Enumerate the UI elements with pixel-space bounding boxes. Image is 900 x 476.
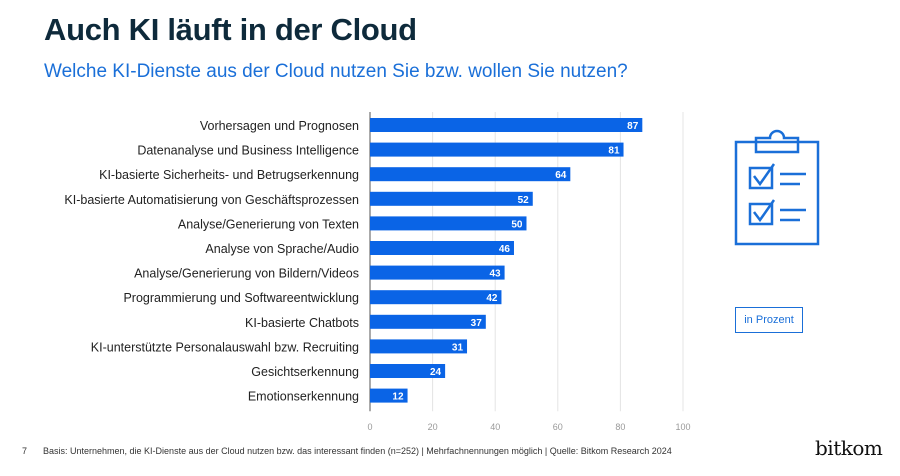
x-tick-label: 40 xyxy=(490,422,500,432)
data-label: 52 xyxy=(518,195,530,206)
data-label: 50 xyxy=(511,219,523,230)
x-tick-label: 0 xyxy=(367,422,372,432)
data-label: 24 xyxy=(430,367,442,378)
category-label: KI-basierte Automatisierung von Geschäft… xyxy=(64,193,359,207)
data-label: 43 xyxy=(489,269,501,280)
category-label: KI-basierte Sicherheits- und Betrugserke… xyxy=(99,168,359,182)
category-label: Emotionserkennung xyxy=(248,390,359,404)
data-label: 87 xyxy=(627,121,639,132)
page-title: Auch KI läuft in der Cloud xyxy=(44,12,417,47)
clipboard-checklist-icon xyxy=(734,129,820,246)
bar xyxy=(370,364,446,378)
bar xyxy=(370,118,643,132)
x-tick-label: 100 xyxy=(675,422,690,432)
footnote: Basis: Unternehmen, die KI-Dienste aus d… xyxy=(43,446,672,456)
category-label: Gesichtserkennung xyxy=(251,365,359,379)
page-number: 7 xyxy=(22,446,28,456)
category-label: Analyse/Generierung von Texten xyxy=(178,217,359,231)
category-label: Vorhersagen und Prognosen xyxy=(200,119,359,133)
data-label: 12 xyxy=(392,392,404,403)
category-label: KI-unterstützte Personalauswahl bzw. Rec… xyxy=(91,340,359,354)
bar xyxy=(370,290,502,305)
bar xyxy=(370,265,505,280)
data-label: 37 xyxy=(471,318,483,329)
bar xyxy=(370,388,408,403)
category-label: KI-basierte Chatbots xyxy=(245,316,359,330)
x-tick-label: 80 xyxy=(615,422,625,432)
unit-legend: in Prozent xyxy=(735,307,803,333)
bar xyxy=(370,241,514,255)
bar xyxy=(370,142,624,157)
data-label: 42 xyxy=(486,293,498,304)
bitkom-logo: bitkom xyxy=(815,436,883,460)
data-label: 31 xyxy=(452,342,464,353)
category-label: Analyse/Generierung von Bildern/Videos xyxy=(134,267,359,281)
data-label: 46 xyxy=(499,244,511,255)
x-tick-label: 20 xyxy=(428,422,438,432)
bar xyxy=(370,191,533,206)
data-label: 81 xyxy=(608,146,620,157)
bar xyxy=(370,314,486,329)
category-label: Datenanalyse und Business Intelligence xyxy=(137,144,359,158)
bar xyxy=(370,339,468,354)
x-tick-label: 60 xyxy=(553,422,563,432)
category-label: Analyse von Sprache/Audio xyxy=(205,242,359,256)
bar xyxy=(370,167,571,182)
data-label: 64 xyxy=(555,170,567,181)
bar xyxy=(370,216,527,231)
page-subtitle: Welche KI-Dienste aus der Cloud nutzen S… xyxy=(44,61,628,82)
category-label: Programmierung und Softwareentwicklung xyxy=(123,291,359,305)
